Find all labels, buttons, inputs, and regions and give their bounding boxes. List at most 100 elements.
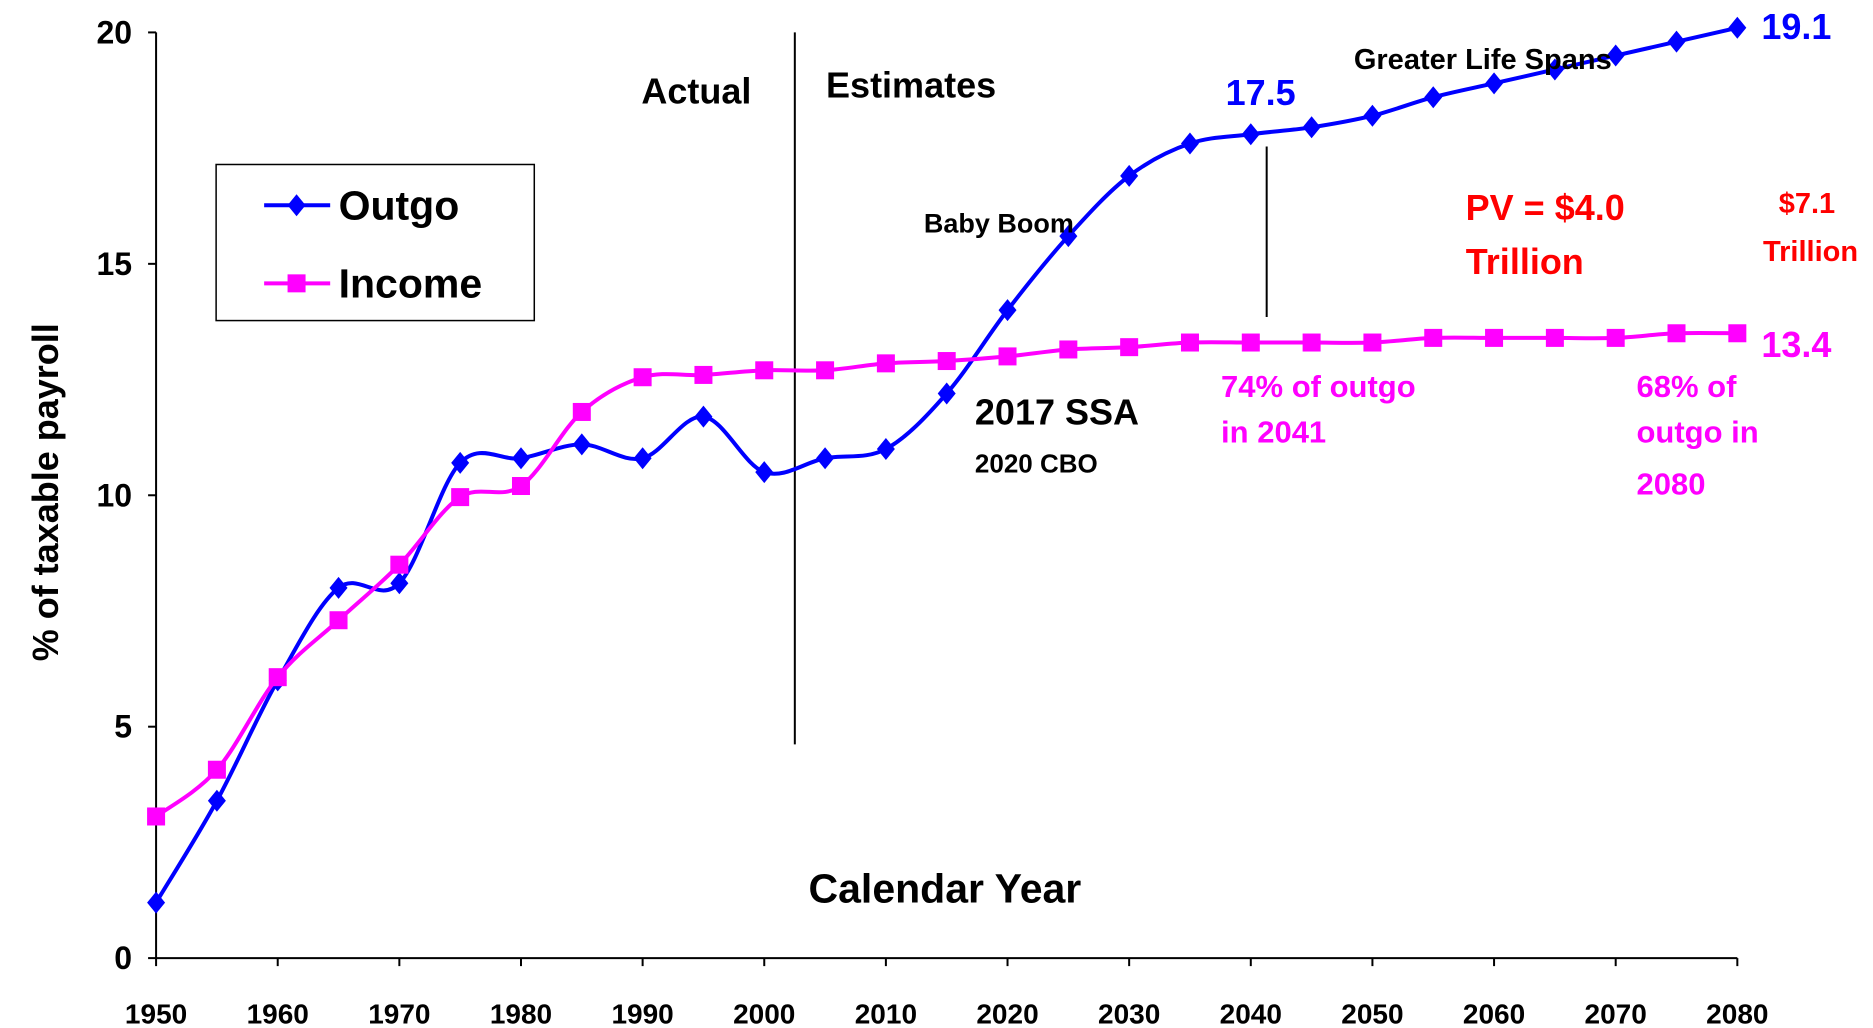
income-marker: [451, 488, 470, 507]
x-tick-label: 1950: [125, 999, 187, 1028]
annotation: 17.5: [1226, 72, 1296, 113]
annotation: 2017 SSA: [975, 391, 1139, 432]
annotation: $7.1: [1779, 188, 1835, 220]
x-tick-label: 2070: [1585, 999, 1647, 1028]
income-marker: [1059, 340, 1078, 359]
outgo-marker: [1059, 225, 1078, 248]
annotation: Trillion: [1763, 236, 1858, 268]
x-tick-label: 1970: [368, 999, 430, 1028]
annotation: 2020 CBO: [975, 448, 1098, 478]
outgo-marker: [572, 433, 591, 456]
outgo-marker: [147, 891, 166, 914]
annotation: PV = $4.0: [1466, 187, 1625, 228]
annotation: in 2041: [1221, 415, 1326, 450]
x-tick-label: 2080: [1706, 999, 1768, 1028]
outgo-marker: [1728, 16, 1747, 39]
x-axis-label: Calendar Year: [809, 865, 1082, 911]
annotation: 13.4: [1761, 324, 1831, 365]
income-marker: [694, 365, 713, 384]
outgo-marker: [1545, 58, 1564, 81]
income-marker: [1180, 333, 1199, 352]
outgo-marker: [390, 572, 409, 595]
income-marker: [755, 361, 774, 380]
x-tick-label: 2010: [855, 999, 917, 1028]
outgo-marker: [876, 437, 895, 460]
annotation: Baby Boom: [924, 208, 1074, 238]
outgo-marker: [1424, 86, 1443, 109]
annotation: 2080: [1636, 466, 1705, 501]
y-tick-label: 5: [114, 709, 132, 745]
income-marker: [572, 402, 591, 421]
x-tick-label: 2030: [1098, 999, 1160, 1028]
x-tick-label: 1960: [247, 999, 309, 1028]
income-marker: [511, 477, 530, 496]
y-tick-label: 15: [96, 246, 132, 282]
income-marker: [876, 354, 895, 373]
income-marker: [1120, 338, 1139, 357]
income-marker: [1363, 333, 1382, 352]
outgo-marker: [694, 405, 713, 428]
outgo-marker: [451, 451, 470, 474]
x-tick-label: 2000: [733, 999, 795, 1028]
y-tick-label: 0: [114, 940, 132, 976]
income-marker: [1728, 324, 1747, 343]
outgo-marker: [998, 299, 1017, 322]
income-marker: [1667, 324, 1686, 343]
outgo-marker: [1363, 104, 1382, 127]
annotation: outgo in: [1636, 415, 1758, 450]
annotation: Trillion: [1466, 241, 1584, 282]
outgo-marker: [1485, 72, 1504, 95]
y-axis-label: % of taxable payroll: [25, 323, 66, 661]
annotation: 68% of: [1636, 369, 1737, 404]
annotation: 19.1: [1761, 6, 1831, 47]
legend-label: Income: [339, 260, 483, 306]
legend-box: [215, 163, 536, 322]
legend-label: Outgo: [339, 182, 460, 228]
income-marker: [207, 760, 226, 779]
income-marker: [147, 807, 166, 826]
x-tick-label: 1980: [490, 999, 552, 1028]
series-line: [154, 25, 1738, 904]
x-tick-label: 2050: [1341, 999, 1403, 1028]
income-marker: [633, 368, 652, 387]
outgo-marker: [755, 461, 774, 484]
income-marker: [1424, 328, 1443, 347]
outgo-marker: [1120, 164, 1139, 187]
income-marker: [816, 361, 835, 380]
outgo-marker: [1180, 132, 1199, 155]
annotation: Actual: [641, 71, 751, 112]
outgo-marker: [207, 789, 226, 812]
y-tick-label: 10: [96, 477, 132, 513]
outgo-marker: [511, 447, 530, 470]
outgo-marker: [329, 576, 348, 599]
x-tick-label: 2020: [976, 999, 1038, 1028]
x-tick-label: 2040: [1220, 999, 1282, 1028]
income-marker: [1241, 333, 1260, 352]
y-tick-label: 20: [96, 14, 132, 50]
income-marker: [1545, 328, 1564, 347]
income-marker: [390, 555, 409, 574]
outgo-marker: [287, 194, 306, 217]
income-marker: [998, 347, 1017, 366]
income-marker: [1606, 328, 1625, 347]
income-marker: [329, 611, 348, 630]
income-marker: [268, 668, 287, 687]
x-tick-label: 2060: [1463, 999, 1525, 1028]
annotation: Greater Life Spans: [1354, 44, 1612, 76]
outgo-marker: [633, 447, 652, 470]
outgo-marker: [816, 447, 835, 470]
outgo-marker: [937, 382, 956, 405]
income-marker: [287, 274, 306, 293]
outgo-marker: [1606, 44, 1625, 67]
income-marker: [937, 352, 956, 371]
income-marker: [1485, 328, 1504, 347]
outgo-marker: [1302, 116, 1321, 139]
outgo-marker: [1667, 30, 1686, 53]
outgo-marker: [1241, 123, 1260, 146]
annotation: Estimates: [826, 65, 996, 106]
series-line: [154, 330, 1738, 819]
income-marker: [1302, 333, 1321, 352]
annotation: 74% of outgo: [1221, 369, 1416, 404]
x-tick-label: 1990: [611, 999, 673, 1028]
